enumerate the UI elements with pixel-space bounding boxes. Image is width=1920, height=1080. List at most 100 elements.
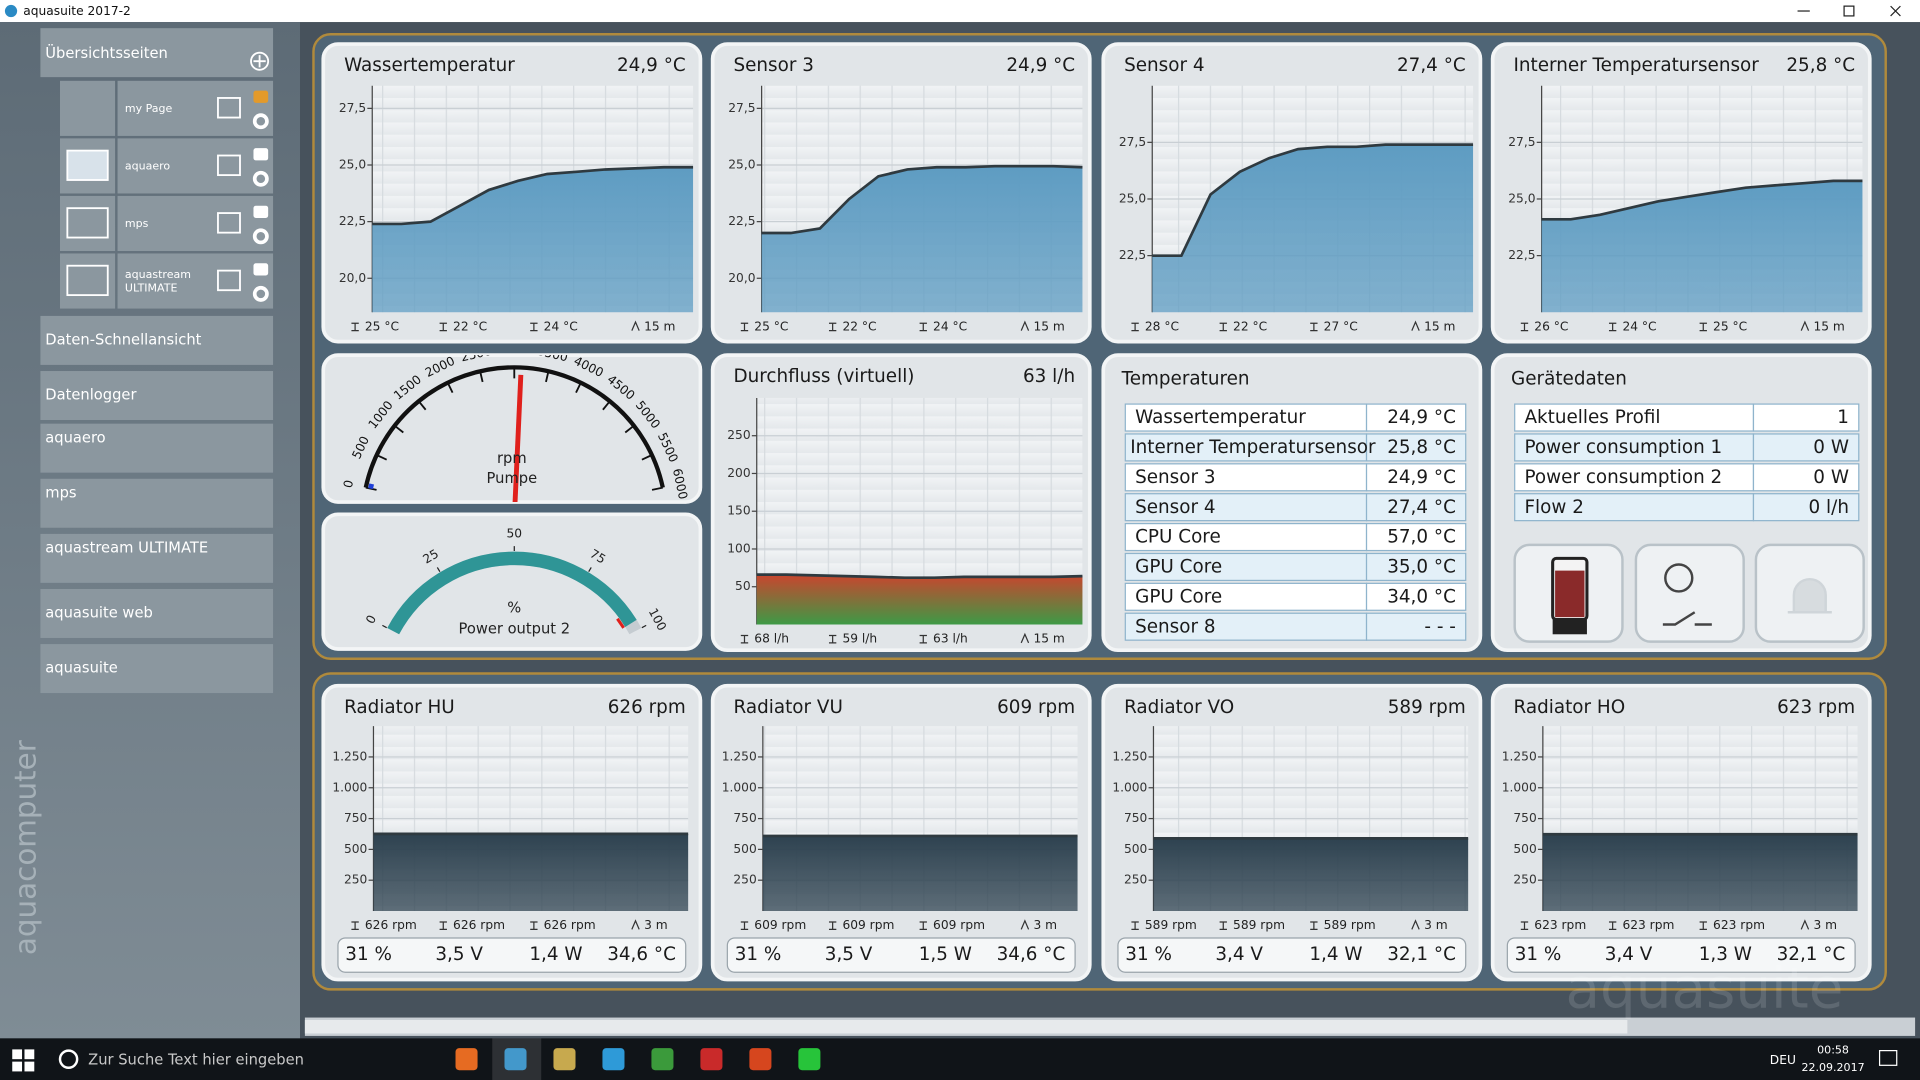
readout-value: 1,4 W [1309,944,1362,965]
y-tick-label: 500 [1124,842,1147,856]
readout-value: 32,1 °C [1387,944,1456,965]
y-tick-label: 22,5 [1508,248,1535,262]
windows-logo[interactable] [24,1049,35,1060]
panel [321,512,703,651]
row-label: Aktuelles Profil [1524,407,1660,428]
taskbar-app[interactable] [504,1048,527,1071]
table-cell [1752,493,1860,522]
readout-box [1117,937,1467,973]
table-cell [1365,463,1467,492]
stat-icon [351,921,359,930]
table-cell [1365,552,1467,582]
panel-value: 626 rpm [608,697,686,718]
stat-label: 25 °C [365,319,399,333]
taskbar-app[interactable] [553,1048,576,1071]
page-edit-icon[interactable] [217,97,241,119]
gauge-tick-label: 3000 [499,343,530,357]
taskbar-app[interactable] [602,1048,625,1071]
data-area [1541,180,1863,313]
taskbar-active [492,1038,542,1080]
page-settings-icon[interactable] [252,228,269,245]
search-icon[interactable] [58,1049,79,1069]
nav-item[interactable] [40,315,274,365]
page-thumbnail-image [66,149,109,181]
window-title: aquasuite 2017-2 [23,4,131,18]
page-settings-icon[interactable] [252,170,269,187]
table-title: Temperaturen [1121,369,1250,390]
alarm-icon [1787,577,1832,614]
page-item[interactable] [117,253,274,309]
gauge-tick-label: 2500 [459,344,492,365]
readout-box [337,937,687,973]
add-page-button[interactable] [250,51,270,71]
stat-label: 28 °C [1145,319,1179,333]
page-edit-icon[interactable] [217,269,241,292]
device-button[interactable] [1634,543,1745,643]
stat-icon [1800,919,1810,930]
scrollbar-thumb[interactable] [304,1020,1628,1034]
taskbar-app[interactable] [749,1048,772,1071]
nav-item[interactable] [40,533,274,583]
y-tick-label: 1.250 [1112,749,1147,763]
nav-item[interactable] [40,478,274,528]
stat-icon [1608,921,1617,930]
gauge-title: Power output 2 [459,620,571,637]
readout-value: 3,4 V [1605,944,1653,965]
row-value: 24,9 °C [1387,407,1456,428]
bulb-icon [1664,563,1694,593]
sidebar-header[interactable] [40,28,274,78]
taskbar-app[interactable] [700,1048,723,1071]
nav-item[interactable] [40,371,274,420]
page-settings-icon[interactable] [252,113,269,130]
nav-label: Datenlogger [45,387,137,404]
page-lock-icon[interactable] [253,90,269,103]
stat-label: 609 rpm [933,918,985,932]
row-value: 57,0 °C [1387,527,1456,548]
page-settings-icon[interactable] [252,285,269,302]
y-tick-label: 200 [727,466,750,480]
windows-logo[interactable] [12,1061,23,1072]
readout-value: 31 % [735,944,782,965]
stat-label: 24 °C [933,319,967,333]
gauge-band [387,551,637,635]
windows-logo[interactable] [24,1061,35,1072]
tick-mark [394,424,404,434]
table-cell [1752,403,1860,432]
page-item[interactable] [117,80,274,136]
stat-icon [1411,919,1420,930]
stat-icon [740,322,749,332]
tick-mark [588,567,592,572]
panel [321,353,703,504]
y-tick-label: 1.000 [1502,780,1537,794]
readout-box [726,937,1076,973]
readout-box [1506,937,1856,973]
gauge-min-marker [368,483,375,490]
search-box[interactable]: Zur Suche Text hier eingeben [88,1051,304,1068]
row-value: 24,9 °C [1387,467,1456,488]
page-lock-icon[interactable] [253,205,269,218]
table-cell [1124,522,1368,552]
data-area [756,574,1083,625]
page-thumbnail-image [66,207,109,239]
panel-title: Interner Temperatursensor [1513,55,1759,76]
taskbar-app[interactable] [798,1048,821,1071]
stat-icon [828,921,837,930]
page-lock-icon[interactable] [253,148,269,161]
page-item[interactable] [117,195,274,252]
page-lock-icon[interactable] [253,263,269,276]
nav-item[interactable] [40,588,274,638]
y-tick-label: 25,0 [1119,191,1146,205]
row-label: Sensor 8 [1135,616,1215,637]
page-edit-icon[interactable] [217,154,241,177]
close-button[interactable] [1890,5,1901,17]
nav-item[interactable] [40,644,274,694]
page-item[interactable] [117,138,274,194]
taskbar-app[interactable] [455,1048,478,1071]
notifications-icon[interactable] [1878,1050,1898,1066]
restore-button[interactable] [1843,5,1855,17]
nav-item[interactable] [40,423,274,473]
page-edit-icon[interactable] [217,212,241,234]
gauge-unit: % [507,600,521,617]
taskbar-app[interactable] [651,1048,674,1071]
windows-logo[interactable] [12,1049,23,1060]
